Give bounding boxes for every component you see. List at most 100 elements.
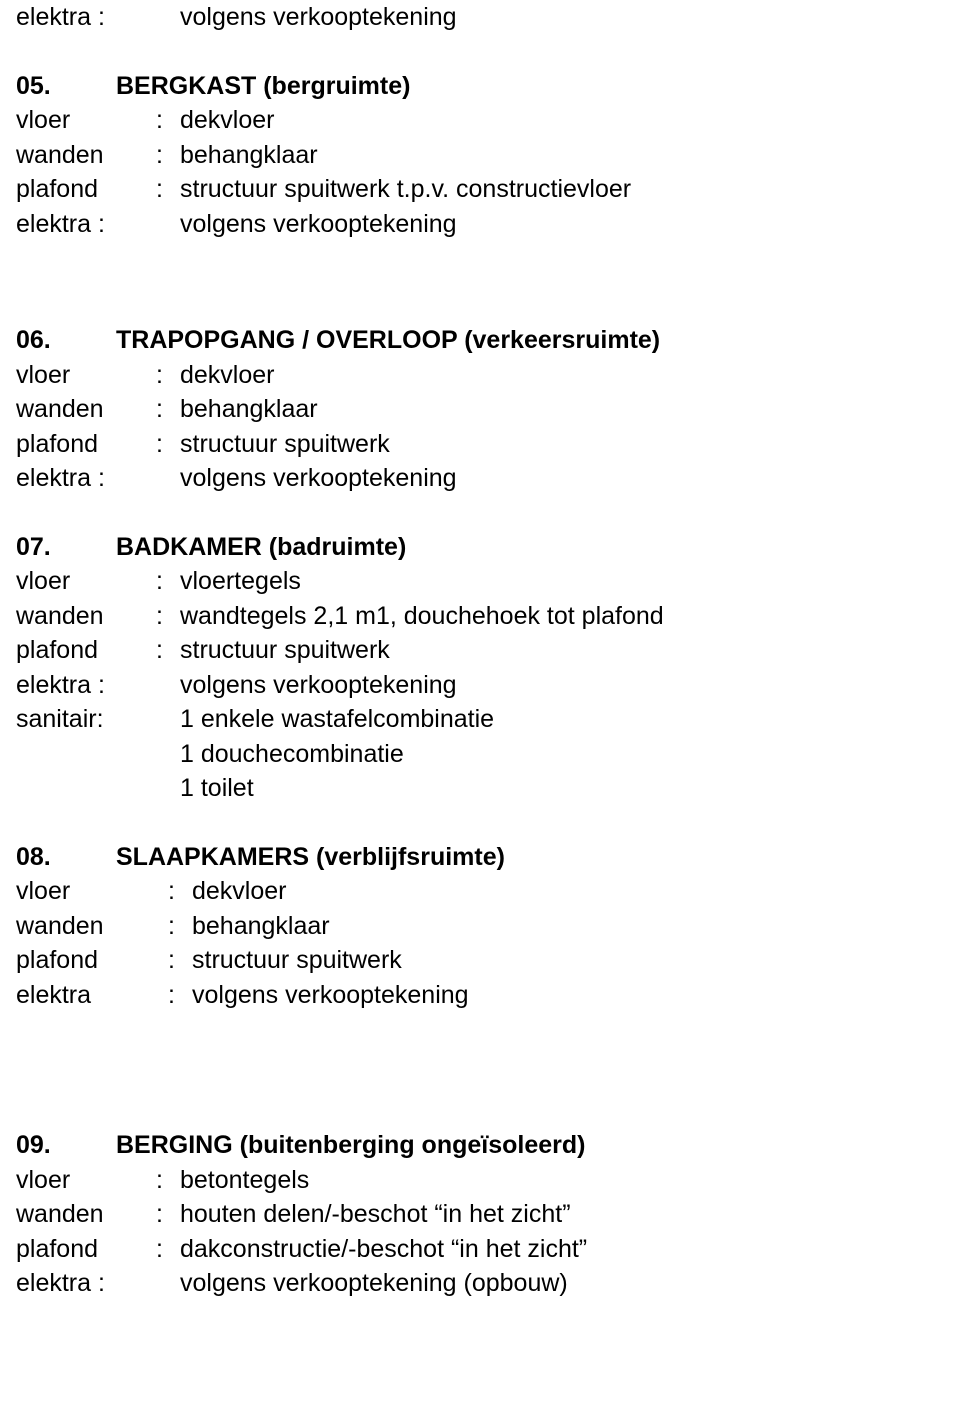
- row-label: vloer: [16, 564, 156, 599]
- section-06-title: TRAPOPGANG / OVERLOOP (verkeersruimte): [116, 323, 944, 358]
- row-colon: :: [156, 172, 180, 207]
- row-value: 1 enkele wastafelcombinatie: [180, 702, 944, 737]
- section-07-row-2: plafond : structuur spuitwerk: [16, 633, 944, 668]
- row-colon: :: [156, 103, 180, 138]
- row-colon: :: [156, 1163, 180, 1198]
- row-label: vloer: [16, 103, 156, 138]
- section-05-row-2: plafond : structuur spuitwerk t.p.v. con…: [16, 172, 944, 207]
- row-value: behangklaar: [180, 392, 944, 427]
- row-label: wanden: [16, 392, 156, 427]
- row-colon: :: [168, 909, 192, 944]
- row-label: elektra: [16, 978, 168, 1013]
- row-value: betontegels: [180, 1163, 944, 1198]
- row-colon: [156, 771, 180, 806]
- preamble-colon: [156, 0, 180, 35]
- section-05-row-1: wanden : behangklaar: [16, 138, 944, 173]
- preamble-value: volgens verkooptekening: [180, 0, 944, 35]
- row-colon: [156, 207, 180, 242]
- row-label: elektra :: [16, 207, 156, 242]
- section-07-heading: 07. BADKAMER (badruimte): [16, 530, 944, 565]
- row-label: wanden: [16, 599, 156, 634]
- row-label: plafond: [16, 943, 168, 978]
- row-colon: [156, 702, 180, 737]
- row-label: plafond: [16, 427, 156, 462]
- row-value: dakconstructie/-beschot “in het zicht”: [180, 1232, 944, 1267]
- section-06-row-3: elektra : volgens verkooptekening: [16, 461, 944, 496]
- row-label: wanden: [16, 909, 168, 944]
- row-colon: :: [156, 1197, 180, 1232]
- section-06-row-1: wanden : behangklaar: [16, 392, 944, 427]
- row-label: wanden: [16, 138, 156, 173]
- section-09-row-0: vloer : betontegels: [16, 1163, 944, 1198]
- section-07-row-3: elektra : volgens verkooptekening: [16, 668, 944, 703]
- section-08-row-3: elektra : volgens verkooptekening: [16, 978, 944, 1013]
- section-09-title: BERGING (buitenberging ongeïsoleerd): [116, 1128, 944, 1163]
- section-07-row-5: 1 douchecombinatie: [16, 737, 944, 772]
- section-06-num: 06.: [16, 323, 116, 358]
- row-value: houten delen/-beschot “in het zicht”: [180, 1197, 944, 1232]
- row-colon: :: [156, 427, 180, 462]
- row-label: elektra :: [16, 668, 156, 703]
- row-value: structuur spuitwerk t.p.v. constructievl…: [180, 172, 944, 207]
- section-06-row-2: plafond : structuur spuitwerk: [16, 427, 944, 462]
- gap: [16, 241, 944, 323]
- section-05-row-0: vloer : dekvloer: [16, 103, 944, 138]
- row-value: behangklaar: [192, 909, 944, 944]
- section-08-title: SLAAPKAMERS (verblijfsruimte): [116, 840, 944, 875]
- section-09-heading: 09. BERGING (buitenberging ongeïsoleerd): [16, 1128, 944, 1163]
- row-colon: :: [156, 1232, 180, 1267]
- row-value: structuur spuitwerk: [192, 943, 944, 978]
- preamble-label: elektra :: [16, 0, 156, 35]
- row-value: dekvloer: [192, 874, 944, 909]
- row-value: 1 douchecombinatie: [180, 737, 944, 772]
- section-05-num: 05.: [16, 69, 116, 104]
- section-08-num: 08.: [16, 840, 116, 875]
- preamble-row: elektra : volgens verkooptekening: [16, 0, 944, 35]
- row-colon: [156, 668, 180, 703]
- row-value: volgens verkooptekening: [180, 668, 944, 703]
- section-08-row-0: vloer : dekvloer: [16, 874, 944, 909]
- section-07-num: 07.: [16, 530, 116, 565]
- gap: [16, 806, 944, 840]
- row-label: [16, 771, 156, 806]
- row-label: [16, 737, 156, 772]
- gap: [16, 35, 944, 69]
- row-label: plafond: [16, 172, 156, 207]
- row-colon: [156, 1266, 180, 1301]
- row-colon: [156, 461, 180, 496]
- section-09-row-3: elektra : volgens verkooptekening (opbou…: [16, 1266, 944, 1301]
- row-colon: :: [168, 943, 192, 978]
- section-06-heading: 06. TRAPOPGANG / OVERLOOP (verkeersruimt…: [16, 323, 944, 358]
- section-08-heading: 08. SLAAPKAMERS (verblijfsruimte): [16, 840, 944, 875]
- row-value: volgens verkooptekening (opbouw): [180, 1266, 944, 1301]
- row-colon: :: [156, 633, 180, 668]
- row-colon: :: [156, 138, 180, 173]
- row-value: volgens verkooptekening: [180, 461, 944, 496]
- row-value: wandtegels 2,1 m1, douchehoek tot plafon…: [180, 599, 944, 634]
- row-value: 1 toilet: [180, 771, 944, 806]
- row-value: structuur spuitwerk: [180, 427, 944, 462]
- row-colon: :: [168, 874, 192, 909]
- gap: [16, 496, 944, 530]
- row-label: vloer: [16, 874, 168, 909]
- row-value: volgens verkooptekening: [180, 207, 944, 242]
- row-value: structuur spuitwerk: [180, 633, 944, 668]
- row-label: vloer: [16, 1163, 156, 1198]
- row-colon: :: [156, 392, 180, 427]
- row-colon: :: [156, 599, 180, 634]
- row-value: dekvloer: [180, 358, 944, 393]
- row-colon: :: [156, 358, 180, 393]
- row-colon: :: [156, 564, 180, 599]
- row-colon: [156, 737, 180, 772]
- section-09-num: 09.: [16, 1128, 116, 1163]
- section-06-row-0: vloer : dekvloer: [16, 358, 944, 393]
- section-09-row-1: wanden : houten delen/-beschot “in het z…: [16, 1197, 944, 1232]
- section-05-title: BERGKAST (bergruimte): [116, 69, 944, 104]
- row-value: behangklaar: [180, 138, 944, 173]
- section-08-row-2: plafond : structuur spuitwerk: [16, 943, 944, 978]
- row-label: plafond: [16, 1232, 156, 1267]
- row-value: vloertegels: [180, 564, 944, 599]
- row-label: wanden: [16, 1197, 156, 1232]
- section-08-row-1: wanden : behangklaar: [16, 909, 944, 944]
- row-label: sanitair:: [16, 702, 156, 737]
